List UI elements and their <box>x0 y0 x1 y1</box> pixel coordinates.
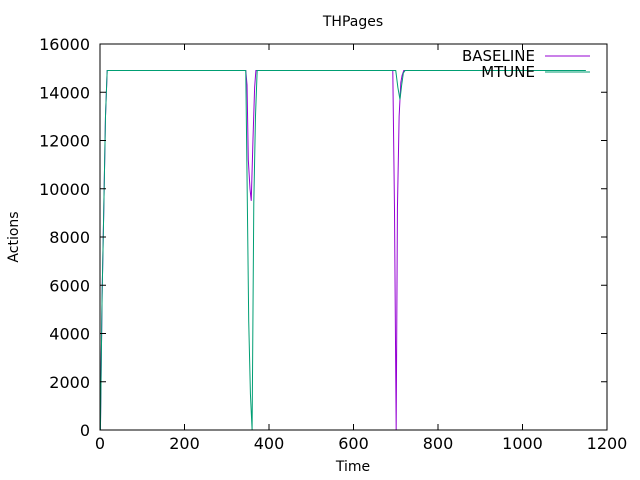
x-tick-label: 200 <box>169 434 200 453</box>
series-line-baseline <box>99 70 540 431</box>
y-tick-label: 10000 <box>39 180 90 199</box>
y-axis-label: Actions <box>6 211 22 262</box>
series-layer <box>99 70 586 431</box>
ticks-layer: 0 200 400 600 800 1000 12000200040006000800010… <box>39 35 627 453</box>
series-line-mtune <box>99 70 586 431</box>
y-tick-label: 4000 <box>49 325 90 344</box>
plot-frame <box>99 43 608 431</box>
y-tick-label: 0 <box>80 421 90 440</box>
x-tick-label: 0 <box>95 434 105 453</box>
x-tick-label: 400 <box>254 434 285 453</box>
y-tick-label: 2000 <box>49 373 90 392</box>
x-tick-label: 600 <box>338 434 369 453</box>
x-axis-label: Time <box>335 459 370 475</box>
y-tick-label: 8000 <box>49 228 90 247</box>
legend-label-baseline: BASELINE <box>462 47 535 65</box>
y-tick-label: 12000 <box>39 132 90 151</box>
chart-title: THPages <box>322 14 383 30</box>
x-tick-label: 1000 <box>502 434 543 453</box>
y-tick-label: 6000 <box>49 276 90 295</box>
x-tick-label: 1200 <box>587 434 628 453</box>
y-tick-label: 16000 <box>39 35 90 54</box>
y-tick-label: 14000 <box>39 83 90 102</box>
legend-label-mtune: MTUNE <box>481 63 535 81</box>
x-tick-label: 800 <box>423 434 454 453</box>
